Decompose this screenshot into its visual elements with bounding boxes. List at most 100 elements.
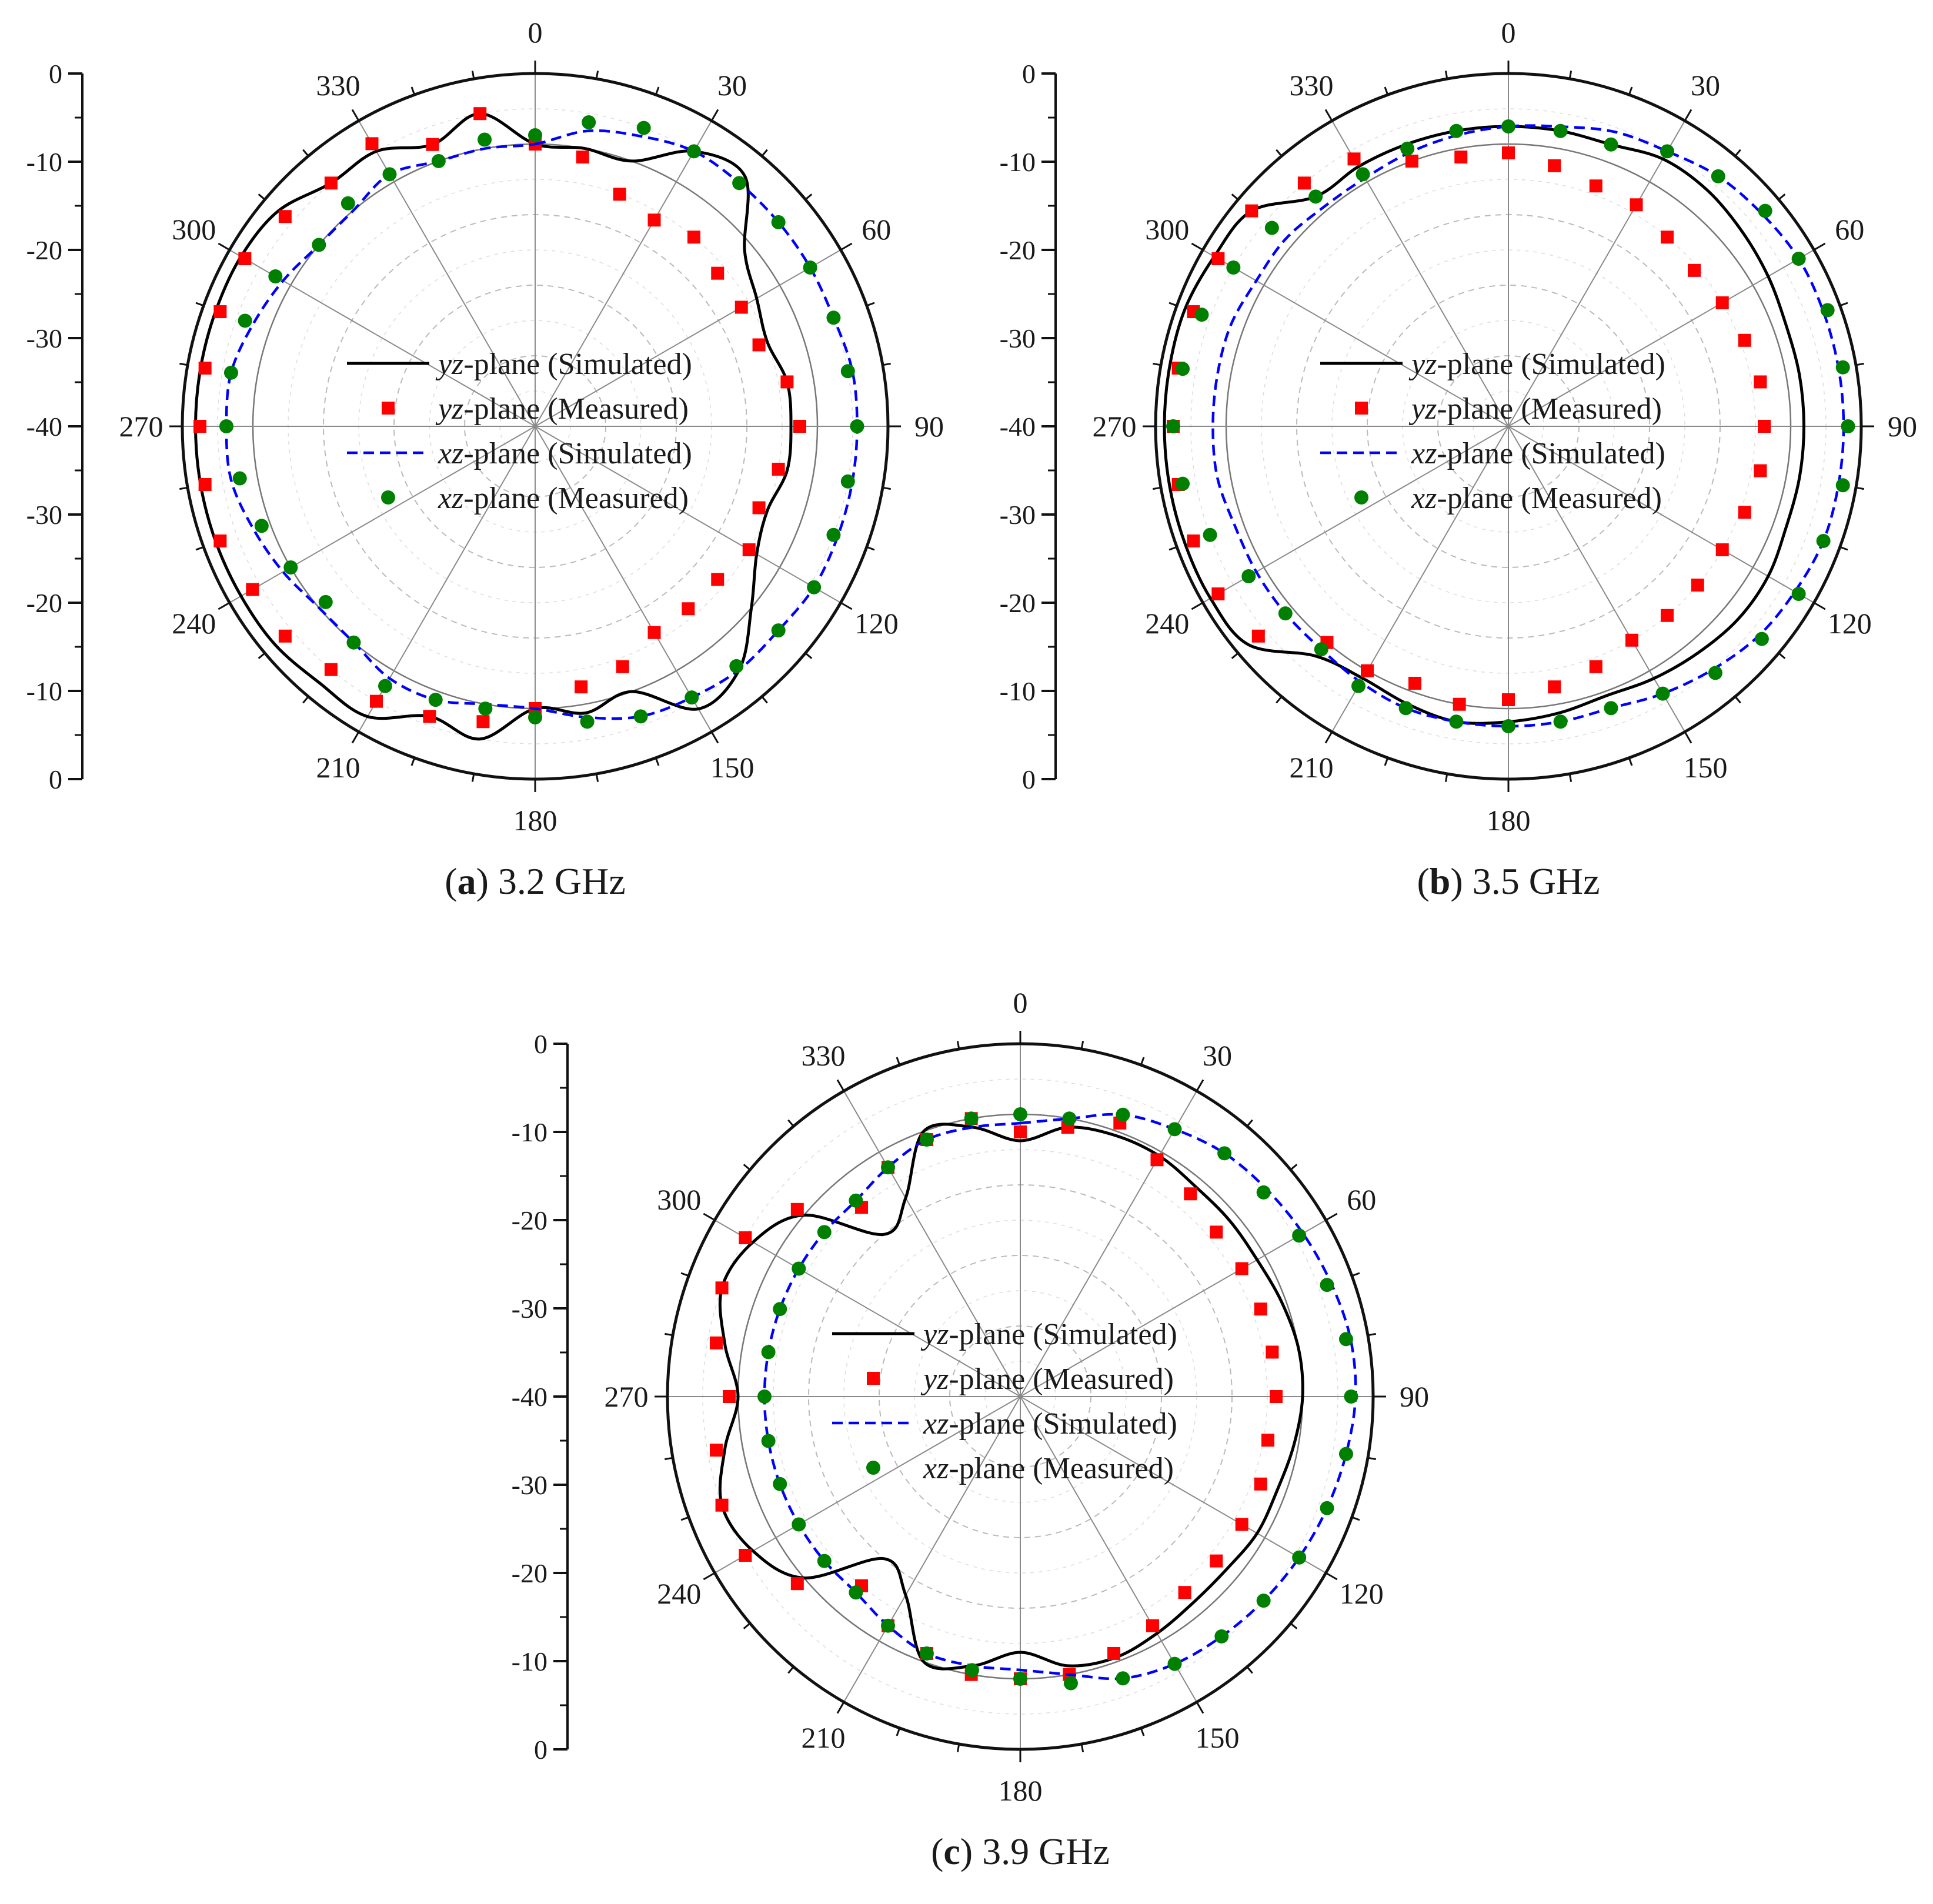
angle-tick-label: 60 bbox=[862, 213, 891, 246]
data-point-circle bbox=[283, 560, 298, 574]
data-point-square bbox=[1715, 543, 1729, 556]
panel-caption: (b) 3.5 GHz bbox=[1417, 860, 1600, 902]
angle-tick bbox=[1628, 86, 1633, 95]
data-point-circle bbox=[771, 215, 786, 229]
data-point-square bbox=[711, 266, 725, 280]
angle-tick bbox=[1191, 242, 1204, 251]
polar-grid bbox=[667, 1044, 1373, 1749]
angle-tick-label: 120 bbox=[1340, 1577, 1384, 1610]
data-point-square bbox=[213, 305, 227, 319]
angle-tick bbox=[665, 1457, 673, 1461]
angle-tick bbox=[761, 696, 768, 704]
grid-spoke bbox=[1508, 426, 1815, 603]
data-point-circle bbox=[528, 128, 542, 142]
angle-tick-label: 90 bbox=[1400, 1380, 1429, 1413]
polar-grid bbox=[182, 74, 888, 779]
data-point-square bbox=[735, 300, 748, 314]
angle-tick bbox=[1140, 1057, 1145, 1065]
angle-tick bbox=[680, 1516, 689, 1521]
angle-tick bbox=[1153, 486, 1161, 490]
angle-tick bbox=[1191, 602, 1204, 610]
data-point-square bbox=[752, 338, 766, 352]
data-point-square bbox=[198, 477, 212, 491]
angle-tick bbox=[218, 602, 231, 610]
angle-tick bbox=[743, 1622, 751, 1629]
data-point-circle bbox=[1351, 679, 1366, 693]
radial-tick-label: -10 bbox=[512, 1117, 547, 1147]
angle-tick-label: 270 bbox=[1093, 410, 1137, 443]
data-point-circle bbox=[761, 1345, 776, 1359]
radial-tick-label: -30 bbox=[26, 323, 62, 353]
angle-tick-label: 210 bbox=[316, 751, 360, 784]
data-point-square bbox=[1297, 176, 1311, 190]
radial-tick-label: -10 bbox=[26, 147, 62, 177]
data-point-square bbox=[365, 137, 379, 151]
angle-tick-label: 0 bbox=[1013, 986, 1028, 1019]
data-point-square bbox=[1235, 1518, 1248, 1531]
data-point-circle bbox=[1166, 419, 1180, 433]
data-point-circle bbox=[580, 714, 595, 729]
radial-axis: 0 -10 -20 -30 -40 -30 -20 -10 0 bbox=[512, 1029, 569, 1765]
legend-label: xz-plane (Simulated) bbox=[438, 437, 692, 470]
angle-tick bbox=[866, 302, 875, 307]
data-point-circle bbox=[732, 176, 747, 191]
data-point-square bbox=[1245, 204, 1258, 218]
angle-tick bbox=[1813, 242, 1826, 251]
angle-tick-label: 150 bbox=[1196, 1721, 1240, 1754]
data-point-square bbox=[647, 626, 661, 639]
angle-tick bbox=[804, 193, 813, 201]
angle-tick bbox=[703, 1572, 716, 1581]
angle-tick bbox=[258, 652, 266, 659]
angle-tick bbox=[840, 602, 853, 610]
data-point-circle bbox=[771, 623, 786, 638]
angle-tick bbox=[1367, 1457, 1376, 1461]
radial-tick-label: 0 bbox=[534, 1735, 547, 1765]
data-point-circle bbox=[346, 635, 361, 650]
angle-tick bbox=[840, 242, 853, 251]
angle-tick-label: 60 bbox=[1835, 213, 1864, 246]
data-point-square bbox=[1187, 534, 1200, 547]
angle-tick bbox=[787, 1666, 794, 1674]
radial-tick-label: -40 bbox=[26, 412, 62, 442]
radial-axis: 0 -10 -20 -30 -40 -30 -20 -10 0 bbox=[26, 59, 84, 794]
data-point-square bbox=[1738, 506, 1751, 519]
angle-tick-label: 210 bbox=[802, 1721, 846, 1754]
data-point-square bbox=[278, 629, 292, 643]
data-point-square bbox=[687, 231, 700, 244]
angle-tick bbox=[410, 757, 416, 766]
data-point-square bbox=[613, 188, 626, 201]
angle-tick-label: 180 bbox=[999, 1774, 1043, 1807]
angle-tick bbox=[655, 86, 660, 95]
data-point-circle bbox=[1553, 714, 1568, 729]
radial-tick-label: -30 bbox=[1000, 323, 1036, 353]
grid-spoke bbox=[843, 1090, 1021, 1397]
data-point-square bbox=[1211, 252, 1225, 265]
data-point-circle bbox=[382, 167, 397, 182]
data-point-circle bbox=[1167, 1656, 1182, 1671]
data-point-circle bbox=[1292, 1550, 1307, 1565]
data-point-square bbox=[246, 583, 259, 596]
angle-tick bbox=[1734, 696, 1741, 704]
angle-tick bbox=[1444, 71, 1448, 79]
data-point-circle bbox=[428, 693, 443, 707]
angle-tick bbox=[836, 1701, 845, 1714]
data-point-square bbox=[238, 252, 252, 265]
angle-tick bbox=[1169, 546, 1177, 551]
angle-tick-label: 30 bbox=[1203, 1039, 1232, 1072]
series-line-simulated-yz bbox=[718, 1123, 1304, 1671]
angle-tick bbox=[1324, 109, 1333, 122]
angle-tick-label: 330 bbox=[1290, 69, 1334, 102]
angle-tick-label: 240 bbox=[172, 607, 216, 640]
data-point-square bbox=[709, 1444, 723, 1457]
radial-tick-label: -30 bbox=[26, 500, 62, 530]
data-point-square bbox=[711, 573, 725, 586]
data-point-square bbox=[1254, 1477, 1267, 1491]
data-point-square bbox=[476, 715, 490, 729]
legend-swatch bbox=[1355, 402, 1368, 415]
grid-spoke bbox=[535, 120, 712, 427]
radial-tick-label: -10 bbox=[26, 676, 62, 706]
angle-tick bbox=[1246, 1119, 1253, 1127]
data-point-circle bbox=[803, 260, 817, 275]
angle-tick bbox=[1080, 1041, 1084, 1050]
data-point-square bbox=[1261, 1434, 1275, 1447]
